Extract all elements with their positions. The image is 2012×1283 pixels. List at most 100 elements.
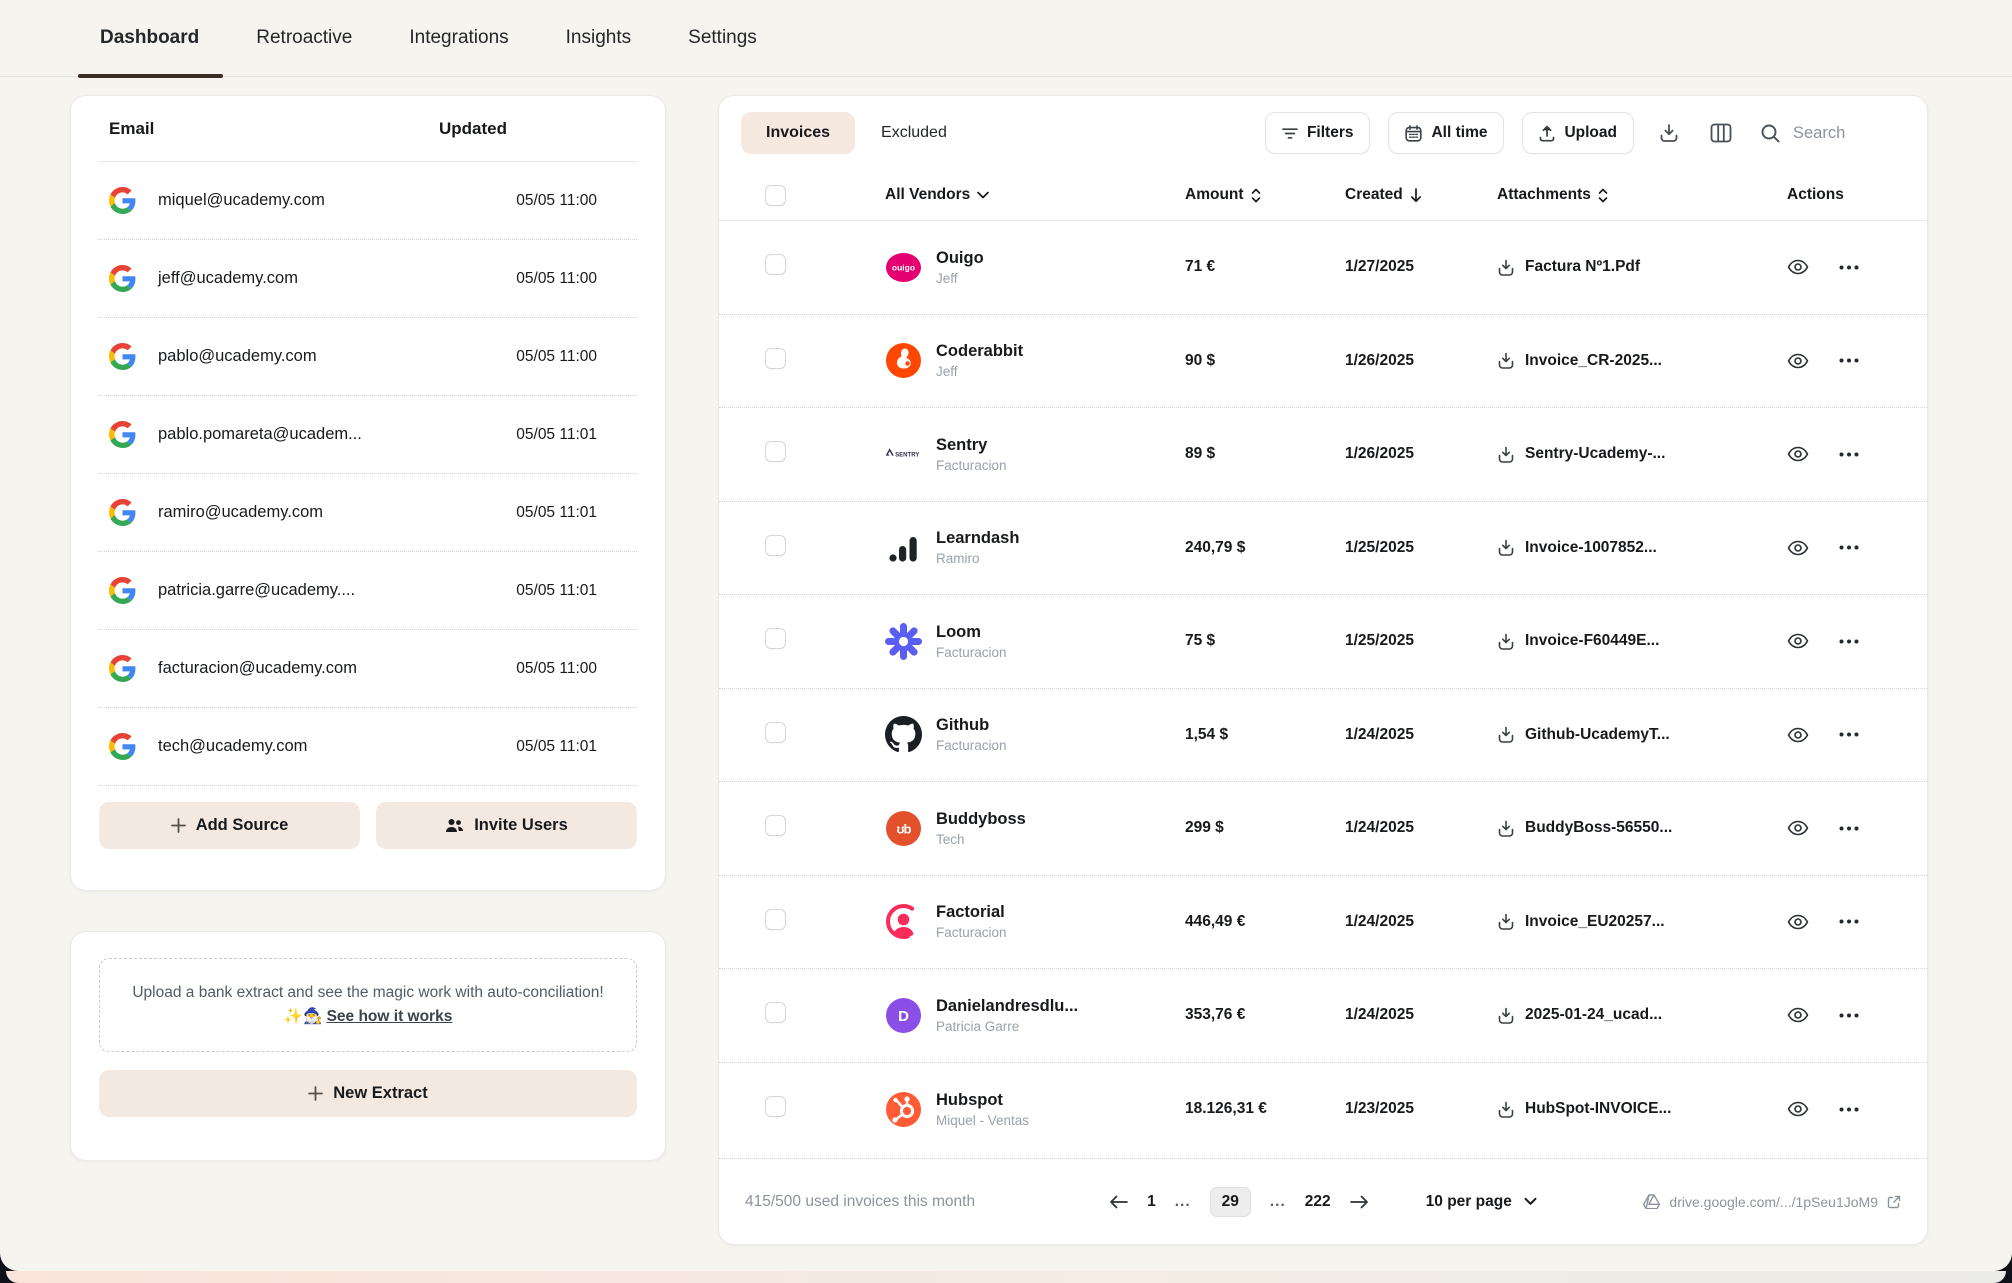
- nav-tab-dashboard[interactable]: Dashboard: [77, 0, 224, 78]
- drive-link[interactable]: drive.google.com/.../1pSeu1JoM9: [1643, 1194, 1901, 1210]
- table-row[interactable]: SENTRY Sentry Facturacion 89 $ 1/26/2025 Sent…: [719, 408, 1927, 502]
- attachment-link[interactable]: Sentry-Ucademy-...: [1477, 445, 1767, 464]
- view-invoice-button[interactable]: [1787, 353, 1809, 369]
- column-header-vendors[interactable]: All Vendors: [835, 186, 1165, 204]
- attachment-link[interactable]: Invoice-1007852...: [1477, 538, 1767, 557]
- search-input[interactable]: [1793, 123, 1903, 143]
- table-row[interactable]: Github Facturacion 1,54 $ 1/24/2025 Github-U…: [719, 689, 1927, 782]
- next-page-button[interactable]: [1349, 1195, 1368, 1209]
- more-options-button[interactable]: [1839, 358, 1859, 363]
- nav-tab-retroactive[interactable]: Retroactive: [256, 27, 353, 48]
- more-options-button[interactable]: [1839, 732, 1859, 737]
- row-checkbox[interactable]: [765, 815, 786, 837]
- view-invoice-button[interactable]: [1787, 446, 1809, 462]
- attachment-link[interactable]: Invoice_EU20257...: [1477, 912, 1767, 931]
- row-checkbox[interactable]: [765, 1096, 786, 1118]
- attachment-link[interactable]: Factura Nº1.Pdf: [1477, 258, 1767, 277]
- vendor-name: Buddyboss: [936, 809, 1026, 828]
- tab-invoices[interactable]: Invoices: [741, 112, 856, 154]
- new-extract-button[interactable]: New Extract: [99, 1070, 637, 1118]
- email-source-row[interactable]: pablo@ucademy.com 05/05 11:00: [99, 318, 637, 396]
- nav-tab-settings[interactable]: Settings: [688, 27, 757, 48]
- table-row[interactable]: ʊb Buddyboss Tech 299 $ 1/24/2025 BuddyBoss-5…: [719, 782, 1927, 876]
- email-source-row[interactable]: pablo.pomareta@ucadem... 05/05 11:01: [99, 396, 637, 474]
- invoice-amount: 71 €: [1185, 258, 1216, 276]
- row-checkbox[interactable]: [765, 534, 786, 556]
- vendor-logo-daniel: D: [885, 997, 922, 1034]
- row-checkbox[interactable]: [765, 347, 786, 369]
- table-row[interactable]: Hubspot Miquel - Ventas 18.126,31 € 1/23/20…: [719, 1063, 1927, 1157]
- row-checkbox[interactable]: [765, 908, 786, 930]
- row-checkbox[interactable]: [765, 628, 786, 650]
- row-checkbox[interactable]: [765, 254, 786, 276]
- view-invoice-button[interactable]: [1787, 259, 1809, 275]
- per-page-select[interactable]: 10 per page: [1426, 1193, 1537, 1211]
- attachment-link[interactable]: Github-UcademyT...: [1477, 725, 1767, 744]
- invite-users-button[interactable]: Invite Users: [376, 802, 637, 849]
- more-options-button[interactable]: [1839, 639, 1859, 644]
- email-source-row[interactable]: jeff@ucademy.com 05/05 11:00: [99, 240, 637, 318]
- previous-page-button[interactable]: [1110, 1195, 1128, 1209]
- page-number-last[interactable]: 222: [1304, 1192, 1331, 1210]
- page-number-first[interactable]: 1: [1147, 1192, 1156, 1210]
- email-source-row[interactable]: miquel@ucademy.com 05/05 11:00: [99, 162, 637, 240]
- source-updated-time: 05/05 11:01: [516, 581, 597, 599]
- nav-tab-integrations[interactable]: Integrations: [409, 27, 509, 48]
- vendor-logo-learndash: [885, 529, 922, 566]
- chevron-down-icon: [977, 191, 990, 199]
- email-source-row[interactable]: facturacion@ucademy.com 05/05 11:00: [99, 630, 637, 708]
- more-options-icon: [1839, 545, 1859, 550]
- arrow-left-icon: [1110, 1195, 1128, 1208]
- row-checkbox[interactable]: [765, 1002, 786, 1024]
- column-header-amount[interactable]: Amount: [1165, 186, 1325, 204]
- view-invoice-button[interactable]: [1787, 1007, 1809, 1023]
- view-invoice-button[interactable]: [1787, 820, 1809, 836]
- add-source-button[interactable]: Add Source: [99, 802, 360, 849]
- attachment-link[interactable]: Invoice-F60449E...: [1477, 632, 1767, 651]
- email-source-row[interactable]: patricia.garre@ucademy.... 05/05 11:01: [99, 552, 637, 630]
- attachment-link[interactable]: 2025-01-24_ucad...: [1477, 1006, 1767, 1025]
- more-options-button[interactable]: [1839, 826, 1859, 831]
- table-row[interactable]: Coderabbit Jeff 90 $ 1/26/2025 Invoice_CR-20…: [719, 315, 1927, 408]
- view-invoice-button[interactable]: [1787, 540, 1809, 556]
- attachment-link[interactable]: HubSpot-INVOICE...: [1477, 1100, 1767, 1119]
- upload-label: Upload: [1564, 124, 1617, 141]
- email-sources-card: Email Updated miquel@ucademy.com 05/05 11…: [70, 95, 666, 891]
- more-options-button[interactable]: [1839, 265, 1859, 270]
- column-header-created[interactable]: Created: [1325, 186, 1477, 204]
- columns-button[interactable]: [1704, 116, 1738, 150]
- email-source-row[interactable]: ramiro@ucademy.com 05/05 11:01: [99, 474, 637, 552]
- table-row[interactable]: ouigo Ouigo Jeff 71 € 1/27/2025 Factura Nº1.P…: [719, 221, 1927, 315]
- table-row[interactable]: Factorial Facturacion 446,49 € 1/24/2025 Inv…: [719, 876, 1927, 969]
- attachment-filename: Invoice-F60449E...: [1525, 632, 1660, 650]
- filters-button[interactable]: Filters: [1264, 112, 1371, 154]
- view-invoice-button[interactable]: [1787, 914, 1809, 930]
- select-all-checkbox[interactable]: [765, 184, 786, 206]
- nav-tab-insights[interactable]: Insights: [565, 27, 632, 48]
- column-header-attachments[interactable]: Attachments: [1477, 186, 1767, 204]
- google-drive-icon: [1643, 1194, 1661, 1209]
- table-row[interactable]: Learndash Ramiro 240,79 $ 1/25/2025 Invoice-…: [719, 502, 1927, 595]
- row-checkbox[interactable]: [765, 721, 786, 743]
- page-number-current[interactable]: 29: [1209, 1186, 1251, 1217]
- attachment-link[interactable]: Invoice_CR-2025...: [1477, 351, 1767, 370]
- all-time-button[interactable]: All time: [1388, 112, 1505, 154]
- tab-excluded[interactable]: Excluded: [881, 124, 947, 141]
- table-row[interactable]: D Danielandresdlu... Patricia Garre 353,76 …: [719, 969, 1927, 1063]
- email-source-row[interactable]: tech@ucademy.com 05/05 11:01: [99, 708, 637, 786]
- view-invoice-button[interactable]: [1787, 727, 1809, 743]
- table-row[interactable]: Loom Facturacion 75 $ 1/25/2025 Invoice-F604…: [719, 595, 1927, 689]
- upload-button[interactable]: Upload: [1522, 112, 1634, 154]
- more-options-button[interactable]: [1839, 1013, 1859, 1018]
- row-checkbox[interactable]: [765, 441, 786, 463]
- more-options-button[interactable]: [1839, 452, 1859, 457]
- more-options-button[interactable]: [1839, 1107, 1859, 1112]
- view-invoice-button[interactable]: [1787, 1101, 1809, 1117]
- view-invoice-button[interactable]: [1787, 633, 1809, 649]
- more-options-button[interactable]: [1839, 919, 1859, 924]
- attachment-link[interactable]: BuddyBoss-56550...: [1477, 819, 1767, 838]
- download-button[interactable]: [1652, 116, 1686, 150]
- see-how-it-works-link[interactable]: See how it works: [326, 1008, 453, 1026]
- more-options-button[interactable]: [1839, 545, 1859, 550]
- extract-dropzone[interactable]: Upload a bank extract and see the magic …: [99, 958, 637, 1053]
